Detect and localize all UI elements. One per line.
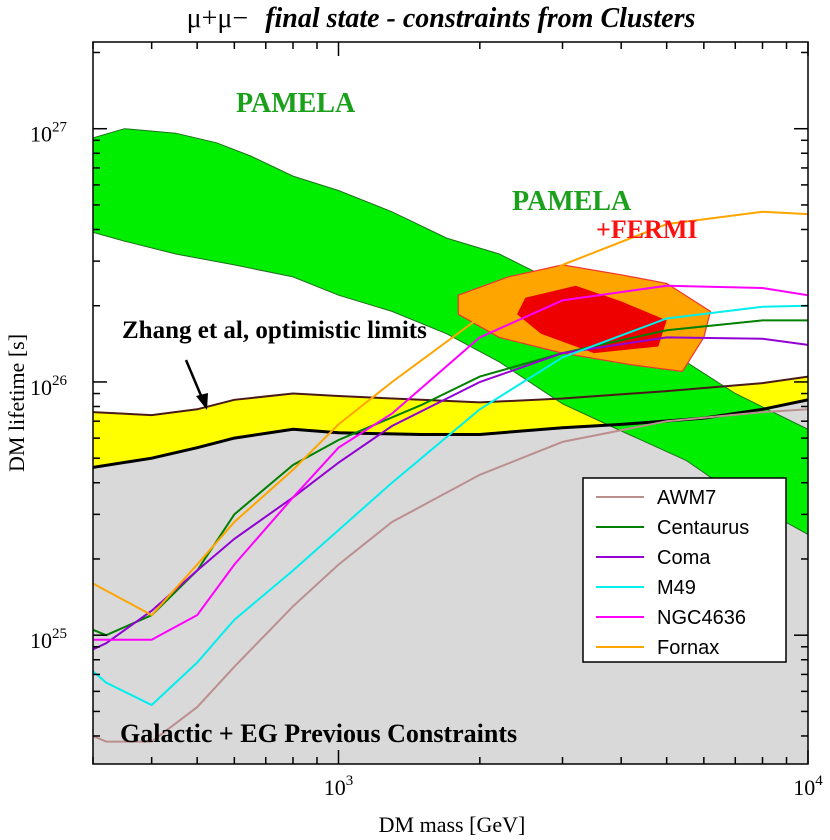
y-tick-label: 1025 [30, 626, 67, 653]
pamela-fermi-label-1: PAMELA [512, 186, 632, 217]
legend: AWM7 Centaurus Coma M49 NGC4636 Fornax [582, 477, 787, 663]
chart-title: μ+μ− final state - constraints from Clus… [187, 3, 696, 34]
zhang-label: Zhang et al, optimistic limits [122, 317, 427, 344]
series-line-coma [93, 336, 808, 651]
galactic-label: Galactic + EG Previous Constraints [120, 719, 517, 748]
y-tick-label: 1026 [30, 373, 68, 400]
series-line-ngc4636 [93, 284, 808, 641]
legend-label-awm7: AWM7 [657, 487, 716, 509]
legend-label-coma: Coma [657, 547, 711, 569]
pamela-fermi-label-2: +FERMI [596, 215, 697, 244]
pamela-label: PAMELA [236, 88, 356, 119]
series-line-awm7 [93, 408, 808, 743]
legend-label-m49: M49 [657, 577, 696, 599]
x-tick-label: 104 [793, 773, 823, 800]
title-main: final state - constraints from Clusters [265, 3, 695, 34]
pamela-band [93, 128, 808, 535]
series-line-fornax [93, 210, 808, 617]
zhang-arrow [184, 359, 208, 410]
zhang-upper-edge [93, 375, 808, 417]
plot-area [93, 42, 808, 764]
axis-ticks [92, 42, 809, 764]
x-tick-label: 103 [324, 773, 354, 800]
series-lines [93, 210, 808, 743]
tick-labels: 103 104 1025 1026 1027 [30, 120, 823, 800]
pamela-fermi-inner-region [517, 285, 667, 354]
y-axis-label: DM lifetime [s] [4, 334, 29, 472]
legend-box [582, 477, 787, 663]
plot-frame [92, 41, 809, 765]
y-tick-label: 1027 [30, 120, 68, 147]
legend-label-fornax: Fornax [657, 637, 719, 659]
legend-label-centaurus: Centaurus [657, 517, 749, 539]
legend-label-ngc4636: NGC4636 [657, 607, 746, 629]
x-axis-label: DM mass [GeV] [379, 812, 526, 837]
title-prefix: μ+μ− [187, 3, 249, 34]
series-line-m49 [93, 304, 808, 707]
